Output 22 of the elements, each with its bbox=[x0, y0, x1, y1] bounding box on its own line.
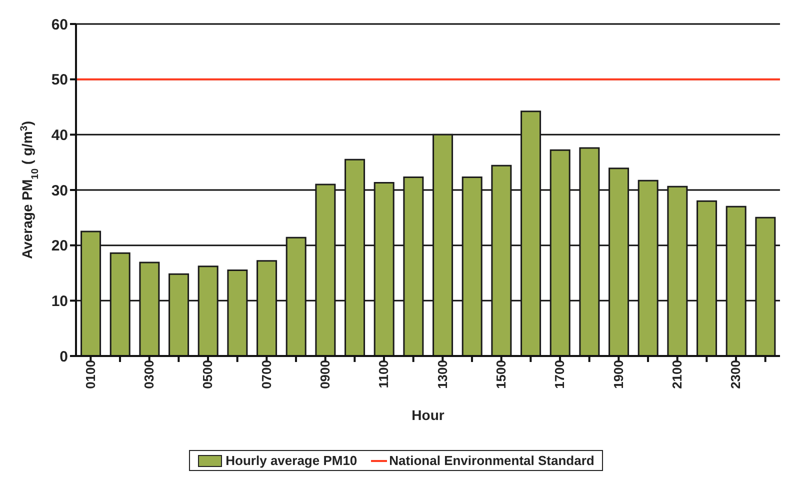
x-tick-label: 0500 bbox=[200, 360, 216, 389]
y-tick-label: 10 bbox=[51, 292, 68, 310]
legend-label: Hourly average PM10 bbox=[224, 453, 358, 468]
legend-label: National Environmental Standard bbox=[388, 453, 594, 468]
x-tick-label: 1300 bbox=[434, 360, 450, 389]
x-tick-label: 2300 bbox=[728, 360, 744, 389]
x-axis-title: Hour bbox=[412, 407, 445, 423]
y-tick-label: 50 bbox=[51, 72, 68, 89]
x-tick-label: 0100 bbox=[82, 360, 98, 389]
x-tick-label: 0700 bbox=[258, 360, 274, 389]
y-tick-label: 30 bbox=[51, 182, 68, 200]
y-tick-label: 60 bbox=[51, 16, 68, 34]
x-tick-label: 1500 bbox=[494, 360, 509, 389]
y-tick-label: 20 bbox=[51, 238, 68, 255]
y-tick-label: 40 bbox=[51, 126, 68, 144]
y-tick-label: 0 bbox=[60, 348, 68, 366]
x-tick-label: 1900 bbox=[610, 360, 626, 389]
x-tick-label: 2100 bbox=[670, 360, 685, 389]
x-tick-label: 0300 bbox=[142, 360, 157, 389]
x-tick-label: 1100 bbox=[376, 360, 392, 388]
x-tick-label: 1700 bbox=[552, 360, 568, 389]
x-tick-label: 0900 bbox=[318, 360, 333, 389]
